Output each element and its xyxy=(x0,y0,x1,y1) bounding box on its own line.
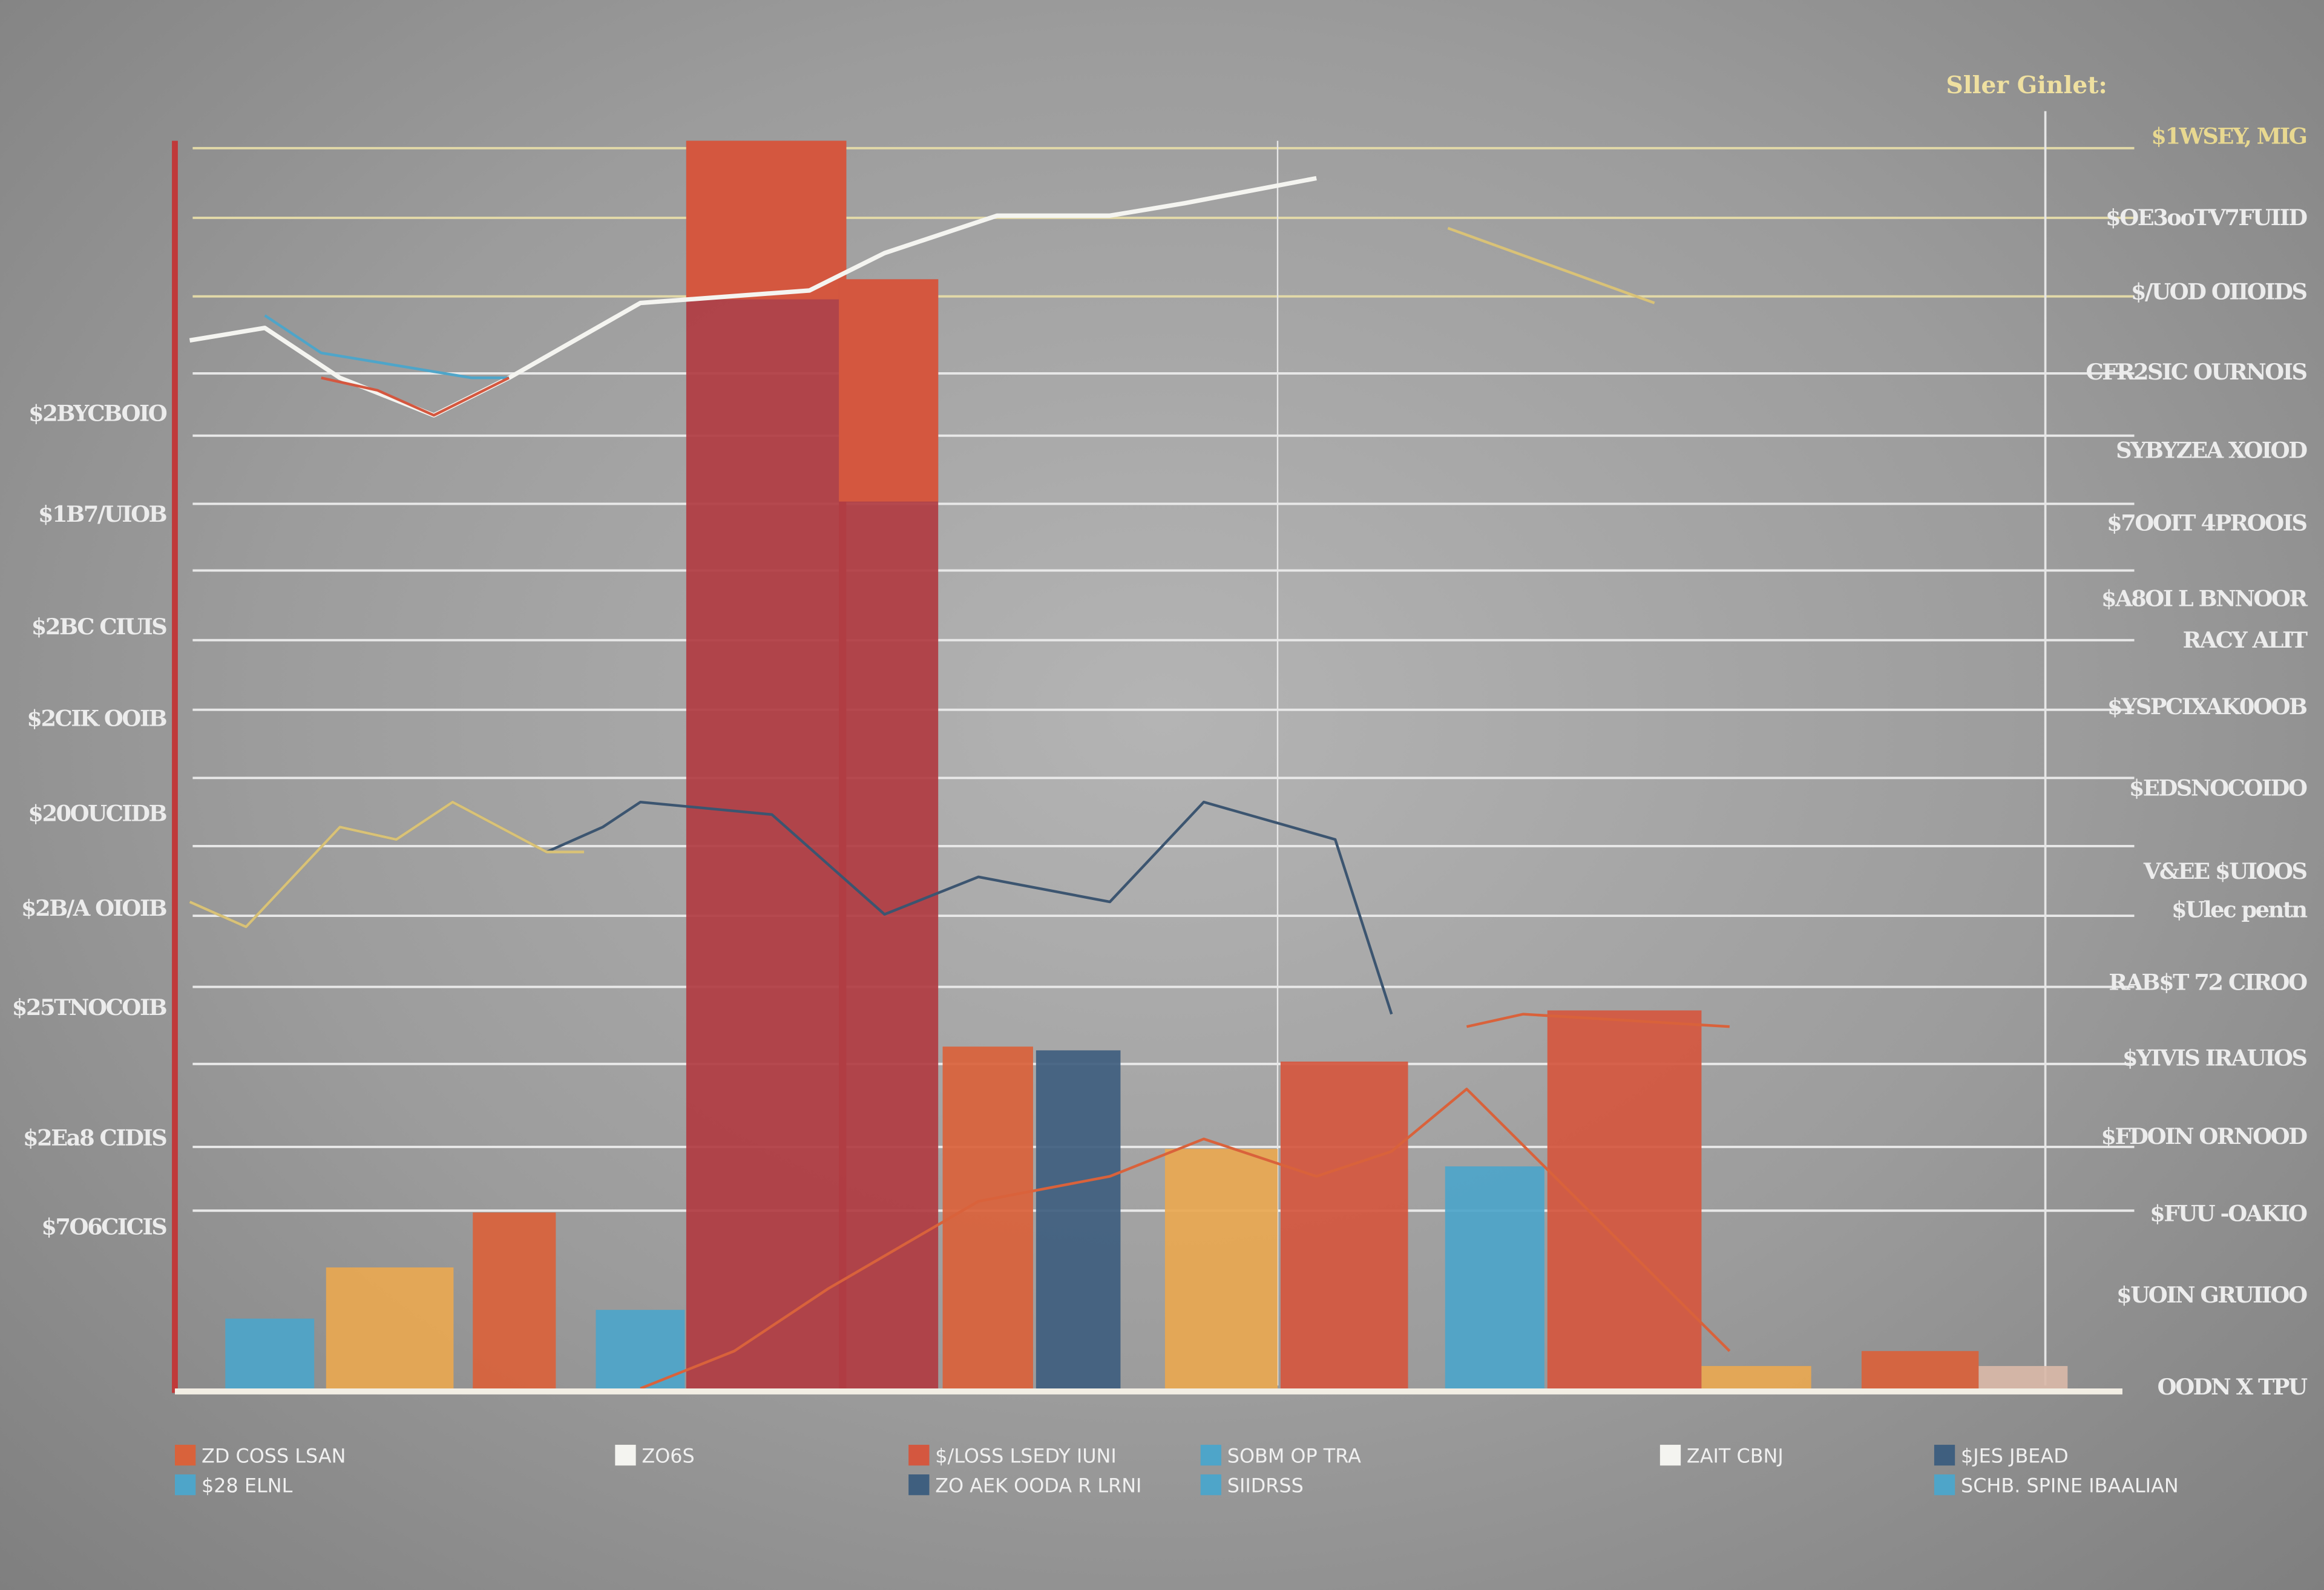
legend-swatch xyxy=(1200,1445,1221,1466)
bar-top-segment xyxy=(686,140,847,300)
left-tick-labels: $2BYCBOIO $1B7/UIOB $2BC CIUIS $2CIK OOIB $2… xyxy=(12,400,168,1240)
right-tick-label: CFR2SIC OURNOIS xyxy=(2086,359,2306,385)
bar xyxy=(1036,1050,1121,1389)
legend-swatch xyxy=(615,1445,636,1466)
lines xyxy=(189,176,1731,1390)
right-tick-labels: $1WSEY, MIG $OE3ooTV7FUIID $/UOD OIIOIDS CF… xyxy=(2086,123,2309,1400)
legend-label: $JES JBEAD xyxy=(1961,1444,2069,1467)
series-line xyxy=(189,176,1317,418)
legend-swatch xyxy=(174,1474,196,1496)
right-tick-label: $EDSNOCOIDO xyxy=(2129,775,2307,801)
legend-label: ZO6S xyxy=(642,1444,694,1467)
legend-swatch xyxy=(1934,1445,1955,1466)
left-tick-label: $7O6CICIS xyxy=(41,1214,166,1240)
right-tick-label: $UOIN GRUIIOO xyxy=(2116,1282,2307,1308)
legend-swatch xyxy=(174,1445,196,1466)
legend-swatch xyxy=(908,1445,930,1466)
left-tick-label: $25TNOCOIB xyxy=(12,994,167,1020)
bar xyxy=(225,1318,315,1389)
right-tick-label: $YIVIS IRAUIOS xyxy=(2122,1045,2306,1071)
right-tick-label: OODN X TPU xyxy=(2158,1374,2308,1400)
legend-label: SCHB. SPINE IBAALIAN xyxy=(1961,1474,2179,1497)
right-tick-label: $7OOIT 4PROOIS xyxy=(2107,510,2306,536)
left-tick-label: $1B7/UIOB xyxy=(38,501,167,527)
right-tick-label: $A8OI L BNNOOR xyxy=(2101,585,2308,611)
legend-label: ZD COSS LSAN xyxy=(202,1444,346,1467)
legend-label: SOBM OP TRA xyxy=(1227,1444,1361,1467)
legend: ZD COSS LSAN $28 ELNL ZO6S $/LOSS LSEDY IUN… xyxy=(174,1444,2179,1497)
bar xyxy=(1701,1365,1811,1389)
series-line xyxy=(640,1088,1731,1390)
bar xyxy=(686,140,847,1389)
bar xyxy=(1547,1010,1702,1389)
legend-swatch xyxy=(1659,1445,1681,1466)
right-tick-label: $FDOIN ORNOOD xyxy=(2101,1123,2308,1149)
right-tick-label: $OE3ooTV7FUIID xyxy=(2106,205,2307,231)
left-tick-label: $2BYCBOIO xyxy=(28,400,167,426)
right-tick-label: $1WSEY, MIG xyxy=(2151,123,2306,149)
bar xyxy=(326,1267,454,1389)
left-tick-label: $2CIK OOIB xyxy=(27,706,166,732)
left-tick-label: $2Ea8 CIDIS xyxy=(23,1125,166,1151)
series-line xyxy=(321,376,510,417)
left-tick-label: $2B/A OIOIB xyxy=(21,895,167,921)
left-tick-label: $2BC CIUIS xyxy=(31,614,166,640)
legend-label: $/LOSS LSEDY IUNI xyxy=(935,1444,1116,1467)
right-tick-label: RAB$T 72 CIROO xyxy=(2109,969,2307,995)
legend-swatch xyxy=(1934,1474,1955,1496)
bar xyxy=(1978,1365,2068,1389)
chart-title: Sller Ginlet: xyxy=(1946,71,2107,99)
legend-swatch xyxy=(908,1474,930,1496)
bars xyxy=(225,140,2068,1389)
series-line xyxy=(1447,226,1655,304)
series-line xyxy=(1466,1013,1730,1028)
right-tick-label: $/UOD OIIOIDS xyxy=(2131,279,2307,305)
right-tick-label: $Ulec pentn xyxy=(2171,896,2307,922)
bar xyxy=(1164,1149,1278,1389)
right-tick-label: V&EE $UIOOS xyxy=(2143,858,2307,884)
legend-label: ZO AEK OODA R LRNI xyxy=(935,1474,1141,1497)
series-line xyxy=(264,314,509,379)
bar xyxy=(473,1212,556,1389)
right-tick-label: $FUU -OAKIO xyxy=(2150,1200,2307,1226)
right-tick-label: SYBYZEA XOIOD xyxy=(2116,438,2307,464)
legend-label: ZAIT CBNJ xyxy=(1687,1444,1784,1467)
bar xyxy=(1445,1166,1544,1389)
left-tick-label: $20OUCIDB xyxy=(28,800,166,826)
right-tick-label: RACY ALIT xyxy=(2183,627,2308,653)
legend-label: $28 ELNL xyxy=(202,1474,293,1497)
series-line xyxy=(189,800,585,928)
legend-swatch xyxy=(1200,1474,1221,1496)
right-tick-label: $YSPCIXAK0OOB xyxy=(2107,694,2307,720)
bar xyxy=(1280,1061,1408,1389)
legend-label: SIIDRSS xyxy=(1227,1474,1304,1497)
bar-top-segment xyxy=(839,279,939,502)
bar xyxy=(942,1046,1033,1389)
gridlines xyxy=(192,146,2135,1212)
bar xyxy=(1861,1351,1979,1389)
